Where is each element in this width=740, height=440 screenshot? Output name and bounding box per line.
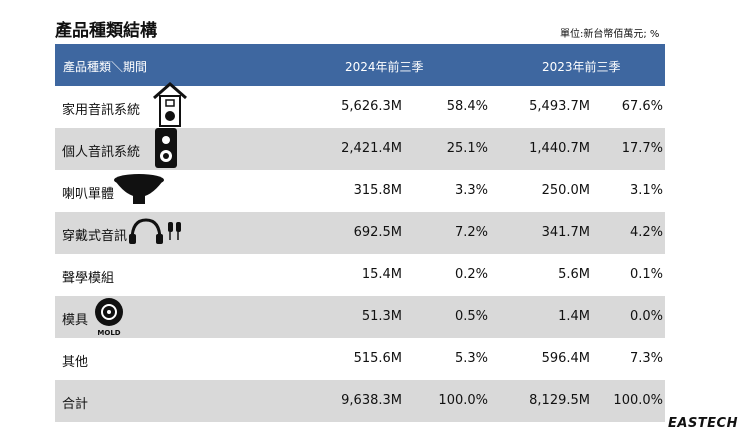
- table-cell: 7.3%: [629, 351, 663, 366]
- table-cell: 25.1%: [446, 141, 488, 156]
- table-cell: 51.3M: [361, 309, 402, 324]
- row-label: 穿戴式音訊: [62, 229, 128, 244]
- table-cell: 9,638.3M: [341, 393, 402, 408]
- table-cell: 15.4M: [361, 267, 402, 282]
- table-cell: 0.5%: [454, 309, 488, 324]
- row-label: 個人音訊系統: [62, 145, 141, 160]
- row-label: 喇叭單體: [62, 187, 115, 202]
- table-cell: 5.3%: [454, 351, 488, 366]
- table-cell: 1.4M: [558, 309, 590, 324]
- speaker-icon: [155, 128, 177, 168]
- table-row: [55, 254, 665, 296]
- logo: EASTECH: [668, 416, 738, 431]
- column-header: 2024年前三季: [345, 60, 424, 74]
- table-cell: 0.1%: [629, 267, 663, 282]
- table-row: [55, 338, 665, 380]
- table-cell: 5,626.3M: [341, 99, 402, 114]
- unit-note: 單位:新台幣佰萬元; %: [560, 29, 660, 40]
- table-cell: 67.6%: [621, 99, 663, 114]
- row-label: 合計: [62, 397, 89, 412]
- table-cell: 3.1%: [629, 183, 663, 198]
- table-cell: 100.0%: [613, 393, 663, 408]
- table-cell: 5,493.7M: [529, 99, 590, 114]
- table-row: [55, 86, 665, 128]
- table-cell: 0.2%: [454, 267, 488, 282]
- table-cell: 8,129.5M: [529, 393, 590, 408]
- table-row: [55, 296, 665, 338]
- row-label: 其他: [62, 355, 89, 370]
- table-cell: 692.5M: [353, 225, 402, 240]
- table-row: [55, 212, 665, 254]
- table-cell: 1,440.7M: [529, 141, 590, 156]
- table-cell: 315.8M: [353, 183, 402, 198]
- column-header: 產品種類＼期間: [63, 60, 148, 74]
- table-cell: 596.4M: [541, 351, 590, 366]
- row-label: 家用音訊系統: [62, 103, 141, 118]
- wearable-icon: [129, 218, 181, 244]
- table-cell: 7.2%: [454, 225, 488, 240]
- table-cell: 4.2%: [629, 225, 663, 240]
- title: 產品種類結構: [55, 21, 157, 41]
- table-cell: 0.0%: [629, 309, 663, 324]
- table-cell: 2,421.4M: [341, 141, 402, 156]
- row-label: 模具: [62, 313, 89, 328]
- mold-icon: MOLD: [95, 298, 123, 337]
- column-header: 2023年前三季: [542, 60, 621, 74]
- table-cell: 515.6M: [353, 351, 402, 366]
- table-cell: 5.6M: [558, 267, 590, 282]
- table-cell: 17.7%: [621, 141, 663, 156]
- table-header: [55, 44, 665, 86]
- home-audio-icon: [153, 82, 187, 127]
- table-cell: 100.0%: [438, 393, 488, 408]
- table-cell: 250.0M: [541, 183, 590, 198]
- driver-icon: [114, 174, 164, 204]
- mold-label: MOLD: [97, 329, 120, 337]
- table-cell: 3.3%: [454, 183, 488, 198]
- table-row: [55, 380, 665, 422]
- table-cell: 58.4%: [446, 99, 488, 114]
- table-cell: 341.7M: [541, 225, 590, 240]
- row-label: 聲學模組: [62, 271, 115, 286]
